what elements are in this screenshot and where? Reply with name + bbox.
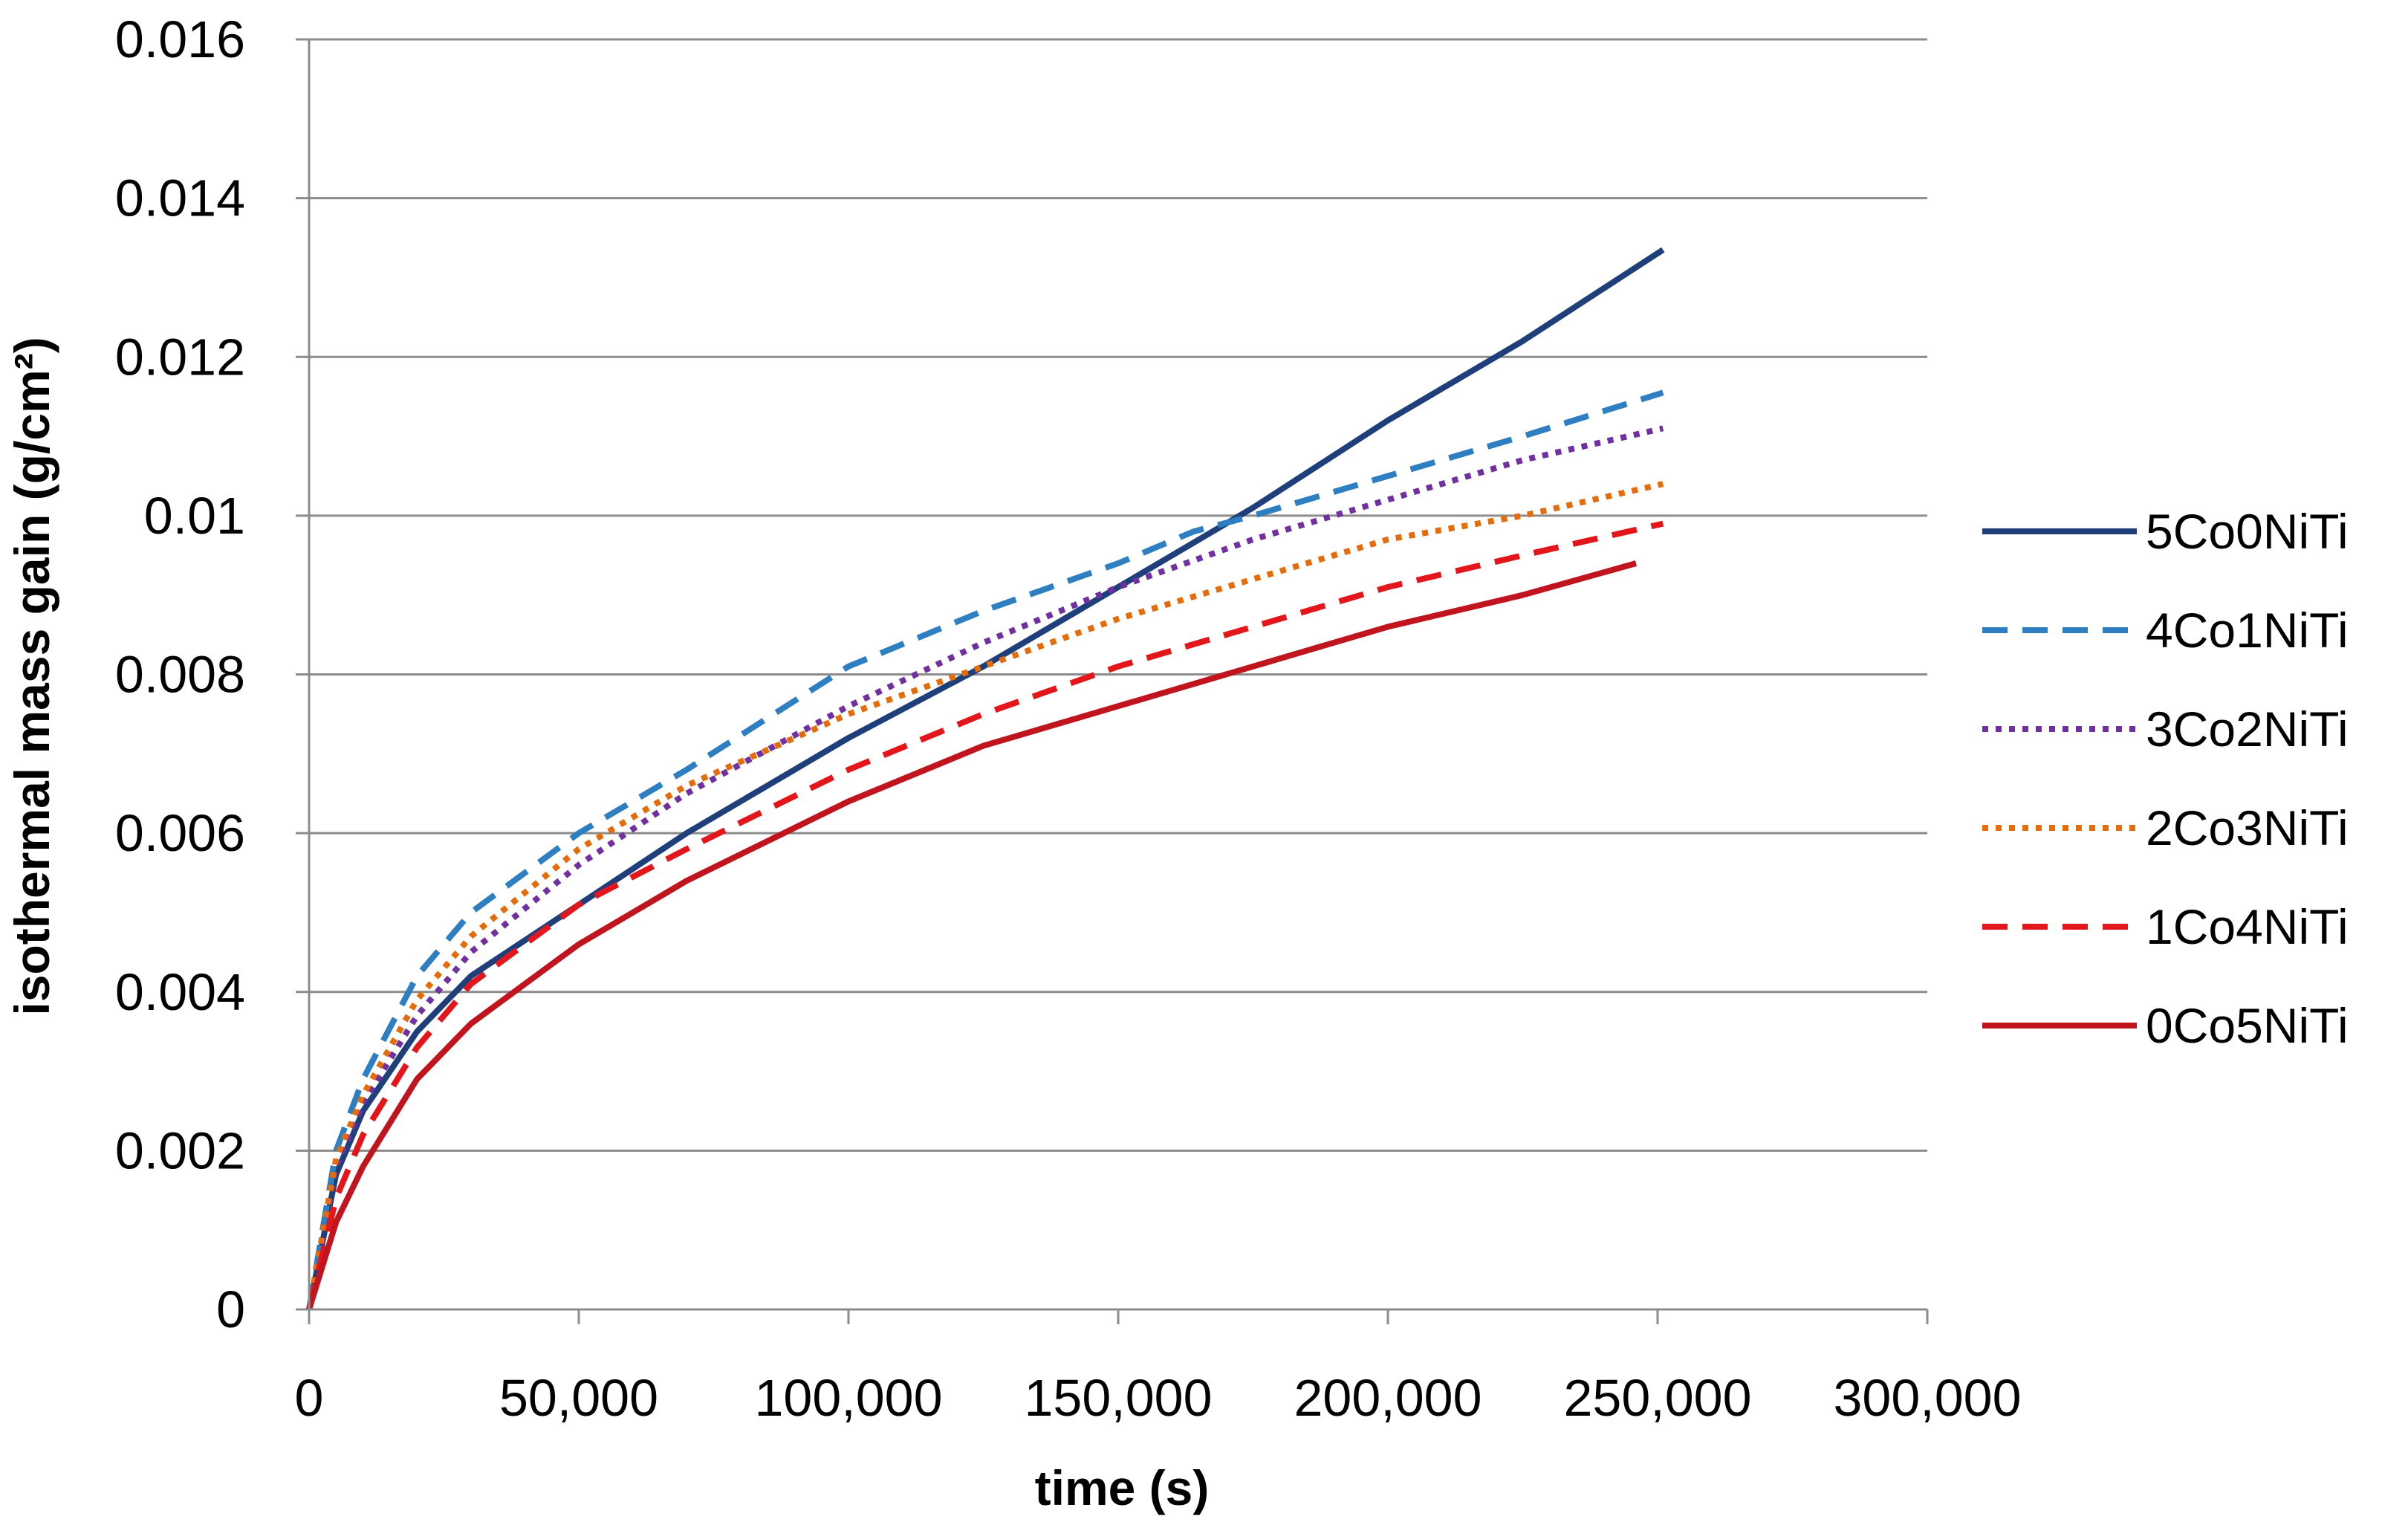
series-line [306, 247, 1665, 1310]
gridlines [309, 38, 1927, 1152]
x-tick-labels: 0 50,000 100,000 150,000 200,000 250,000 300,0… [295, 1369, 2022, 1427]
x-tick-label: 50,000 [499, 1369, 658, 1427]
y-tick-label: 0.002 [115, 1121, 245, 1179]
legend-label: 3Co2NiTi [2146, 702, 2349, 757]
y-tick-label: 0.014 [115, 169, 245, 227]
legend-label: 4Co1NiTi [2146, 603, 2349, 658]
y-tick-label: 0.006 [115, 804, 245, 862]
x-tick-label: 300,000 [1833, 1369, 2021, 1427]
legend-label: 0Co5NiTi [2146, 998, 2349, 1053]
y-tick-label: 0.01 [144, 487, 245, 545]
y-tick-labels: 0 0.002 0.004 0.006 0.008 0.01 0.012 0.014 0.016 [115, 10, 245, 1338]
series-line [306, 481, 1664, 1310]
y-axis-title: isothermal mass gain (g/cm²) [4, 337, 59, 1015]
y-tick-label: 0.008 [115, 646, 245, 704]
x-tick-label: 100,000 [754, 1369, 942, 1427]
legend-label: 2Co3NiTi [2146, 800, 2349, 855]
legend-label: 5Co0NiTi [2146, 504, 2349, 559]
series-line [306, 425, 1664, 1310]
x-tick-label: 200,000 [1294, 1369, 1482, 1427]
y-tick-label: 0 [216, 1280, 245, 1338]
series-line [306, 560, 1638, 1311]
series-lines [306, 247, 1665, 1311]
legend: 5Co0NiTi 4Co1NiTi 3Co2NiTi 2Co3NiTi 1Co4NiTi… [1982, 504, 2349, 1053]
y-tick-label: 0.012 [115, 328, 245, 386]
legend-label: 1Co4NiTi [2146, 899, 2349, 954]
axes [296, 38, 1929, 1324]
y-tick-label: 0.016 [115, 10, 245, 68]
x-axis-title: time (s) [1035, 1460, 1210, 1515]
x-tick-label: 250,000 [1563, 1369, 1751, 1427]
series-line [306, 389, 1664, 1310]
x-tick-label: 150,000 [1024, 1369, 1212, 1427]
x-tick-label: 0 [295, 1369, 324, 1427]
y-tick-label: 0.004 [115, 963, 245, 1021]
